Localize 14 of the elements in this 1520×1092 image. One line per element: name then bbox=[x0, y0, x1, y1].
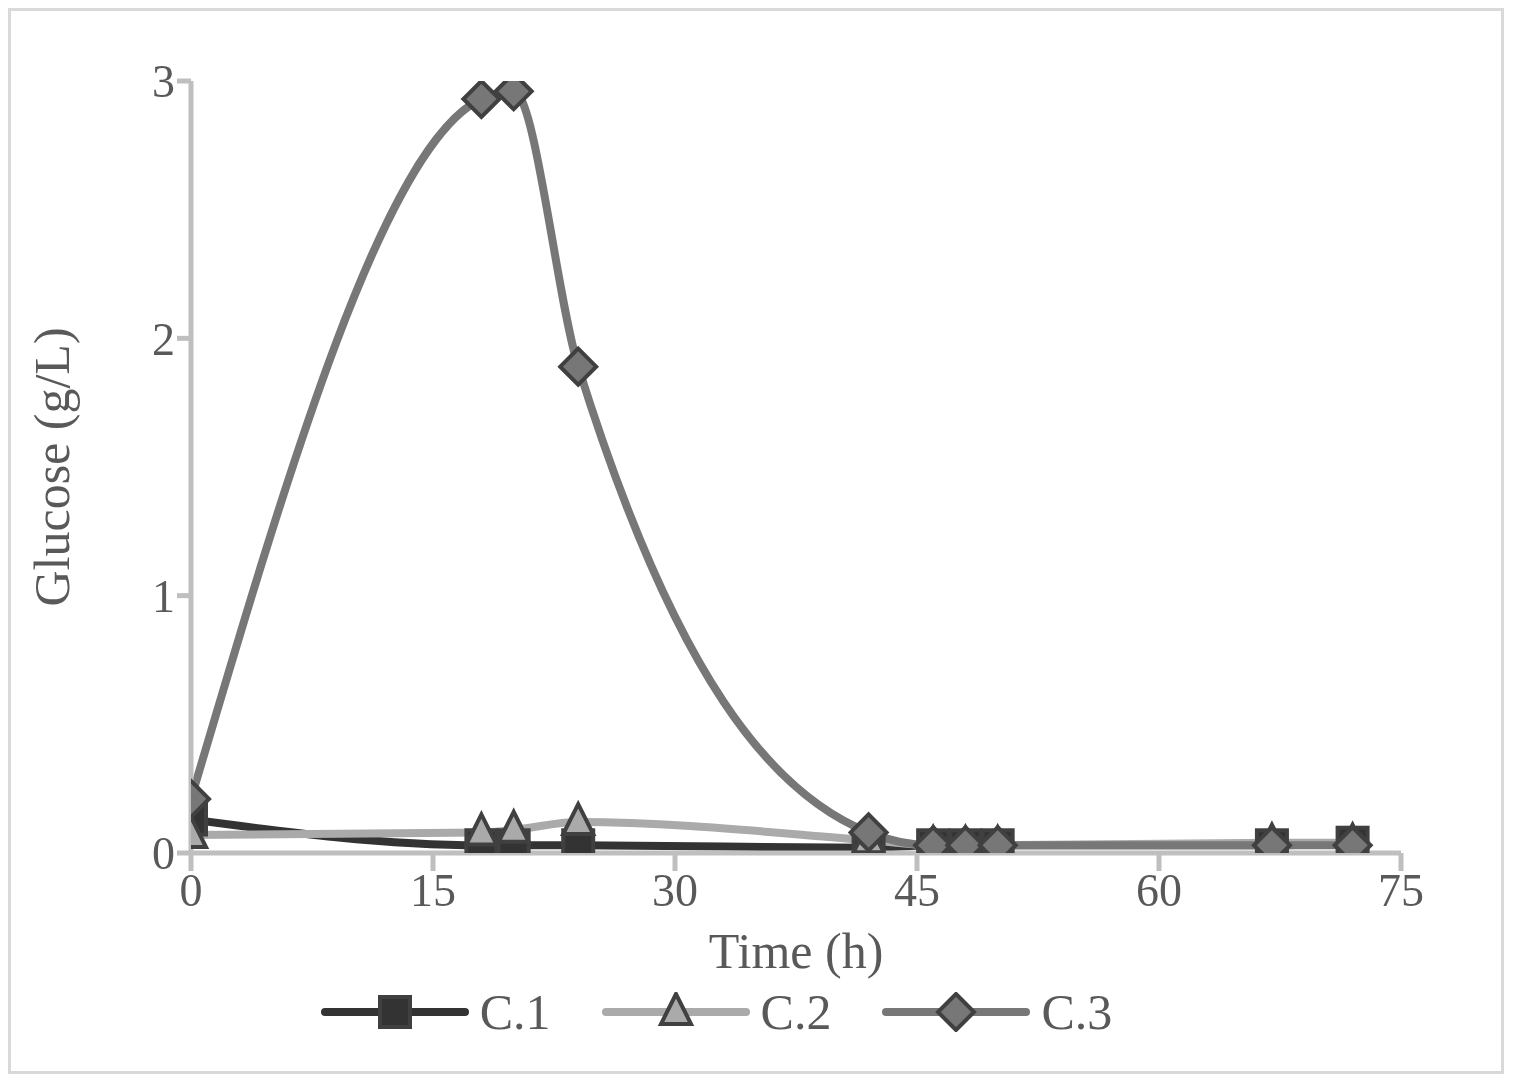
y-axis-title: Glucose (g/L) bbox=[23, 327, 80, 607]
x-tick-label: 45 bbox=[894, 864, 940, 916]
x-tick-label: 30 bbox=[652, 864, 698, 916]
x-axis-title: Time (h) bbox=[708, 923, 884, 979]
x-tick-label: 60 bbox=[1136, 864, 1182, 916]
legend-label: C.1 bbox=[479, 983, 551, 1041]
y-tick-label: 3 bbox=[152, 56, 175, 108]
y-tick-label: 2 bbox=[152, 313, 175, 365]
x-tick-label: 75 bbox=[1378, 864, 1424, 916]
x-tick-label: 15 bbox=[410, 864, 456, 916]
y-tick-label: 0 bbox=[152, 828, 175, 880]
y-tick-label: 1 bbox=[152, 571, 175, 622]
legend-label: C.3 bbox=[1041, 983, 1113, 1041]
legend-label: C.2 bbox=[760, 983, 832, 1041]
